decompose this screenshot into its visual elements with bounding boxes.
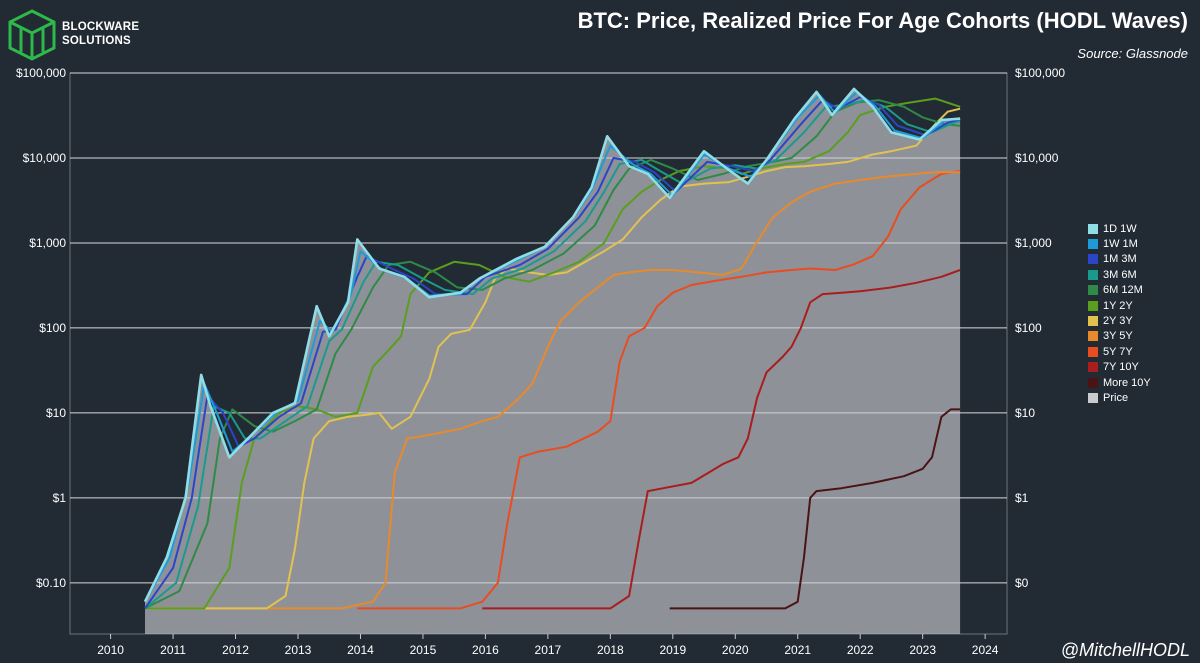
- legend-label: 5Y 7Y: [1103, 345, 1133, 358]
- legend-label: Price: [1103, 391, 1129, 404]
- legend-swatch: [1088, 239, 1098, 250]
- y-tick-label-left: $10,000: [23, 151, 67, 165]
- legend-label: 1W 1M: [1103, 238, 1138, 251]
- brand-name-line2: SOLUTIONS: [62, 35, 131, 47]
- x-tick-label: 2020: [722, 643, 749, 657]
- legend-label: 1D 1W: [1103, 222, 1137, 235]
- y-tick-label-left: $1,000: [29, 236, 66, 250]
- series-line-7y-10y: [482, 269, 961, 610]
- legend-item: 3Y 5Y: [1088, 329, 1151, 344]
- legend-label: 2Y 3Y: [1103, 315, 1133, 328]
- legend-swatch: [1088, 377, 1098, 388]
- y-tick-label-left: $100: [39, 321, 66, 335]
- legend-item: 6M 12M: [1088, 283, 1151, 298]
- x-tick-label: 2017: [535, 643, 562, 657]
- y-tick-label-left: $0.10: [36, 576, 66, 590]
- legend-item: 7Y 10Y: [1088, 360, 1151, 375]
- y-tick-label-right: $1: [1015, 491, 1029, 505]
- legend-item: Price: [1088, 390, 1151, 405]
- y-tick-label-left: $1: [53, 491, 67, 505]
- y-tick-label-left: $100,000: [16, 66, 66, 80]
- x-tick-label: 2021: [784, 643, 811, 657]
- legend-swatch: [1088, 346, 1098, 357]
- chart-legend: 1D 1W 1W 1M 1M 3M 3M 6M 6M 12M 1Y 2Y 2Y 3Y 3Y 5…: [1088, 221, 1151, 406]
- series-line-1m-3m: [144, 96, 961, 609]
- series-line-more-10y: [669, 408, 961, 610]
- legend-swatch: [1088, 254, 1098, 265]
- x-tick-label: 2024: [972, 643, 999, 657]
- legend-swatch: [1088, 331, 1098, 342]
- legend-label: 7Y 10Y: [1103, 361, 1139, 374]
- author-handle: @MitchellHODL: [1060, 640, 1190, 660]
- legend-label: 1Y 2Y: [1103, 299, 1133, 312]
- y-tick-label-left: $10: [46, 406, 66, 420]
- legend-item: 2Y 3Y: [1088, 313, 1151, 328]
- legend-label: 3Y 5Y: [1103, 330, 1133, 343]
- legend-item: 1W 1M: [1088, 236, 1151, 251]
- x-tick-label: 2012: [222, 643, 249, 657]
- x-tick-label: 2018: [597, 643, 624, 657]
- legend-swatch: [1088, 316, 1098, 327]
- brand-name: BLOCKWARE SOLUTIONS: [62, 20, 139, 48]
- x-tick-label: 2022: [847, 643, 874, 657]
- y-tick-label-right: $100: [1015, 321, 1042, 335]
- price-area: [145, 88, 961, 634]
- y-tick-label-right: $100,000: [1015, 66, 1065, 80]
- legend-item: 3M 6M: [1088, 267, 1151, 282]
- legend-label: 3M 6M: [1103, 268, 1137, 281]
- legend-swatch: [1088, 285, 1098, 296]
- x-tick-label: 2019: [659, 643, 686, 657]
- series-line-5y-7y: [357, 170, 961, 610]
- x-tick-label: 2013: [285, 643, 312, 657]
- series-line-1d-1w: [143, 87, 961, 603]
- legend-item: More 10Y: [1088, 375, 1151, 390]
- legend-swatch: [1088, 223, 1098, 234]
- x-tick-label: 2015: [410, 643, 437, 657]
- y-tick-label-right: $1,000: [1015, 236, 1052, 250]
- legend-swatch: [1088, 392, 1098, 403]
- series-line-3y-5y: [145, 171, 961, 610]
- legend-label: 6M 12M: [1103, 284, 1143, 297]
- x-tick-label: 2014: [347, 643, 374, 657]
- x-tick-label: 2011: [160, 643, 186, 657]
- x-tick-label: 2010: [97, 643, 124, 657]
- legend-label: More 10Y: [1103, 376, 1151, 389]
- legend-item: 1Y 2Y: [1088, 298, 1151, 313]
- legend-item: 1M 3M: [1088, 252, 1151, 267]
- brand-name-line1: BLOCKWARE: [62, 21, 140, 33]
- y-tick-label-right: $10,000: [1015, 151, 1059, 165]
- y-tick-label-right: $0: [1015, 576, 1029, 590]
- x-tick-label: 2023: [909, 643, 936, 657]
- x-tick-label: 2016: [472, 643, 499, 657]
- chart-title: BTC: Price, Realized Price For Age Cohor…: [577, 8, 1188, 33]
- chart-source: Source: Glassnode: [1077, 46, 1188, 61]
- legend-swatch: [1088, 300, 1098, 311]
- series-line-2y-3y: [145, 107, 961, 610]
- legend-item: 5Y 7Y: [1088, 344, 1151, 359]
- legend-swatch: [1088, 362, 1098, 373]
- brand-logo: BLOCKWARE SOLUTIONS: [6, 8, 176, 64]
- y-tick-label-right: $10: [1015, 406, 1035, 420]
- legend-swatch: [1088, 269, 1098, 280]
- blockware-cubes-logo-icon: [8, 9, 56, 61]
- legend-item: 1D 1W: [1088, 221, 1151, 236]
- legend-label: 1M 3M: [1103, 253, 1137, 266]
